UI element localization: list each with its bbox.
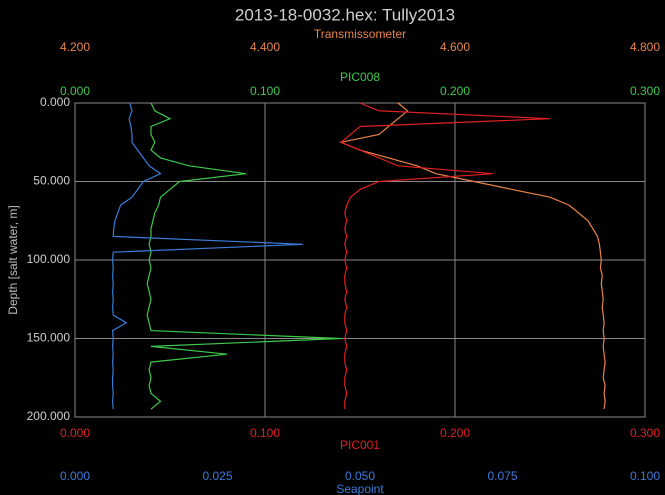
x-tick-label: 0.050	[345, 469, 375, 483]
x-tick-label: 0.200	[440, 426, 470, 440]
x-tick-label: 0.100	[250, 84, 280, 98]
x-tick-label: 0.025	[202, 469, 232, 483]
series-line	[338, 102, 606, 410]
series-line	[111, 102, 304, 410]
x-axis-label: Transmissometer	[314, 27, 406, 41]
chart-title: 2013-18-0032.hex: Tully2013	[235, 5, 455, 24]
x-axis-label: Seapoint	[336, 482, 384, 495]
y-tick-label: 100.000	[27, 252, 71, 266]
x-tick-label: 0.000	[60, 469, 90, 483]
y-axis-label: Depth [salt water, m]	[6, 205, 20, 314]
x-tick-label: 4.400	[250, 40, 280, 54]
y-tick-label: 200.000	[27, 409, 71, 423]
x-tick-label: 0.100	[250, 426, 280, 440]
y-tick-label: 150.000	[27, 331, 71, 345]
x-tick-label: 0.300	[630, 426, 660, 440]
y-tick-label: 0.000	[40, 95, 70, 109]
x-tick-label: 4.800	[630, 40, 660, 54]
x-tick-label: 0.300	[630, 84, 660, 98]
x-tick-label: 0.100	[630, 469, 660, 483]
x-tick-label: 4.200	[60, 40, 90, 54]
x-tick-label: 0.200	[440, 84, 470, 98]
y-tick-label: 50.000	[33, 174, 70, 188]
x-axis-label: PIC008	[340, 70, 380, 84]
series-line	[146, 102, 342, 410]
x-tick-label: 4.600	[440, 40, 470, 54]
x-tick-label: 0.075	[487, 469, 517, 483]
x-axis-label: PIC001	[340, 438, 380, 452]
x-tick-label: 0.000	[60, 84, 90, 98]
x-tick-label: 0.000	[60, 426, 90, 440]
series-line	[339, 102, 551, 410]
